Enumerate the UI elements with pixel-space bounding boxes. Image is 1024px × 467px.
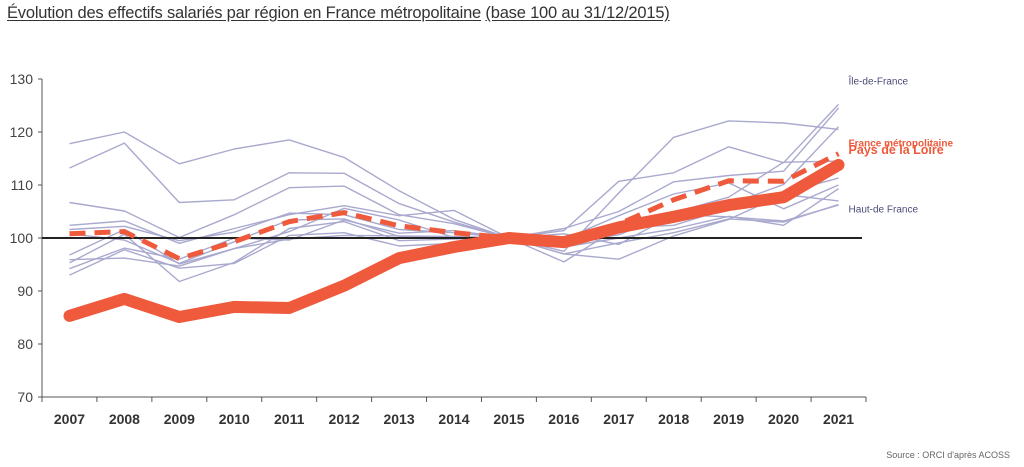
chart-title-main: Évolution des effectifs salariés par rég…: [7, 4, 482, 22]
x-tick-label-2019: 2019: [713, 411, 744, 427]
x-tick-label-2018: 2018: [658, 411, 689, 427]
x-tick-label-2016: 2016: [548, 411, 579, 427]
series-line-region-5: [69, 107, 840, 239]
series-line-pays-de-la-loire: [63, 158, 845, 323]
y-tick-label-70: 70: [17, 389, 33, 405]
x-tick-label-2010: 2010: [219, 411, 250, 427]
x-tick-label-2015: 2015: [493, 411, 524, 427]
x-tick-label-2009: 2009: [164, 411, 195, 427]
chart-subtitle: (base 100 au 31/12/2015): [485, 4, 670, 22]
y-tick-label-110: 110: [11, 177, 34, 193]
series-line-ile-de-france: [69, 103, 840, 239]
chart-title: Évolution des effectifs salariés par rég…: [7, 4, 670, 23]
x-tick-label-2020: 2020: [768, 411, 799, 427]
y-tick-label-120: 120: [10, 124, 34, 140]
series-label-pays-de-la-loire: Pays de la Loire: [849, 143, 944, 157]
x-tick-label-2017: 2017: [603, 411, 634, 427]
series-label-france-metropolitaine: France métropolitaine: [849, 139, 954, 150]
x-tick-label-2011: 2011: [274, 411, 305, 427]
x-tick-label-2021: 2021: [823, 411, 854, 427]
y-tick-label-100: 100: [10, 230, 34, 246]
x-tick-label-2014: 2014: [438, 411, 469, 427]
x-tick-label-2008: 2008: [109, 411, 140, 427]
y-tick-label-130: 130: [10, 71, 34, 87]
series-line-region-4: [69, 120, 839, 252]
x-tick-label-2007: 2007: [54, 411, 85, 427]
x-tick-label-2012: 2012: [329, 411, 360, 427]
x-tick-label-2013: 2013: [383, 411, 414, 427]
series-label-haut-de-france: Haut-de France: [849, 205, 919, 216]
series-label-ile-de-france: Île-de-France: [848, 74, 909, 87]
y-tick-label-90: 90: [17, 283, 33, 299]
y-tick-label-80: 80: [17, 336, 33, 352]
source-note: Source : ORCI d'après ACOSS: [886, 450, 1010, 460]
series-line-france-metropolitaine: [69, 151, 840, 262]
